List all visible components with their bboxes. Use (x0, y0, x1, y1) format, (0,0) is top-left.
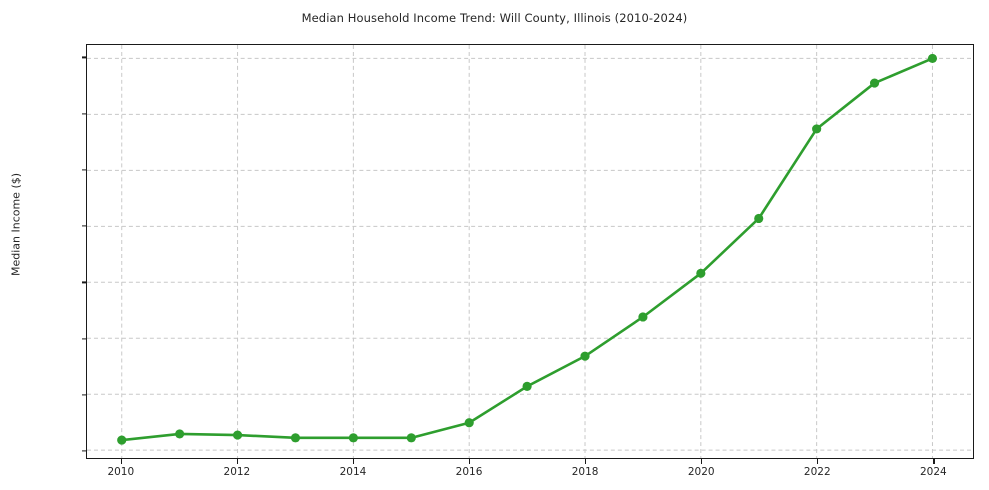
y-axis-tick-mark (81, 169, 86, 171)
x-axis-tick-mark (701, 459, 703, 464)
x-axis-tick-label: 2010 (107, 466, 135, 478)
data-point-marker (580, 351, 590, 361)
x-axis-tick-label: 2014 (339, 466, 367, 478)
y-axis-tick-mark (81, 225, 86, 227)
x-axis-tick-label: 2012 (223, 466, 251, 478)
x-axis-tick-label: 2016 (455, 466, 483, 478)
data-point-marker (522, 381, 532, 391)
data-point-marker (290, 433, 301, 443)
x-axis-tick-mark (469, 459, 471, 464)
data-point-marker (348, 433, 358, 443)
y-axis-title: Median Income ($) (9, 172, 23, 277)
x-axis-tick-mark (817, 459, 819, 464)
x-axis-tick-label: 2018 (571, 466, 599, 478)
income-line-series (117, 53, 938, 445)
data-point-marker (638, 312, 648, 322)
x-axis-tick-mark (585, 459, 587, 464)
chart-title: Median Household Income Trend: Will Coun… (301, 11, 688, 25)
x-axis-tick-mark (236, 459, 239, 464)
plot-area (86, 44, 974, 459)
data-point-marker (406, 433, 416, 443)
data-point-marker (812, 124, 822, 134)
data-point-marker (869, 78, 880, 88)
y-axis-tick-mark (81, 450, 86, 452)
x-axis-tick-label: 2024 (919, 466, 947, 478)
x-axis-tick-mark (933, 459, 935, 464)
data-point-marker (927, 53, 938, 64)
data-point-marker (117, 435, 127, 445)
y-axis-tick-mark (81, 281, 86, 284)
x-axis-tick-label: 2022 (803, 466, 831, 478)
y-axis-tick-mark (81, 394, 86, 396)
x-axis-tick-label: 2020 (687, 466, 715, 478)
x-axis-tick-mark (352, 459, 355, 464)
y-axis-tick-mark (81, 56, 86, 59)
data-point-marker (232, 430, 243, 440)
data-point-marker (175, 429, 185, 439)
data-point-marker (754, 213, 764, 224)
data-point-marker (696, 268, 706, 278)
x-axis-tick-mark (120, 459, 122, 464)
grid-lines (87, 45, 973, 458)
data-point-marker (464, 418, 474, 428)
y-axis-tick-mark (81, 113, 86, 115)
y-axis-tick-mark (81, 338, 86, 340)
